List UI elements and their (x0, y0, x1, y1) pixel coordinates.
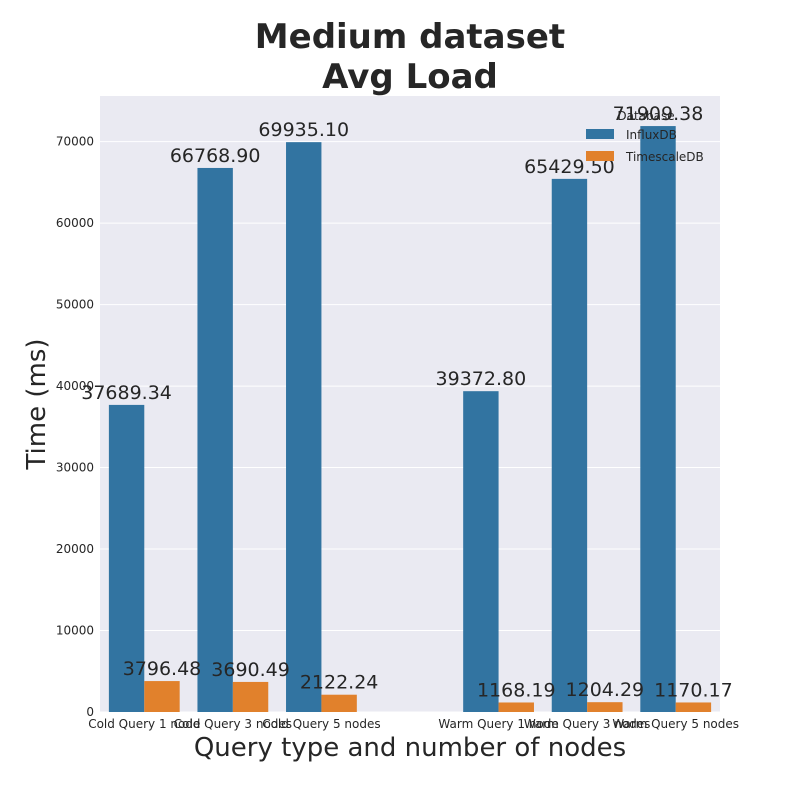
legend-swatch-timescaledb (586, 151, 614, 161)
legend-label-timescaledb: TimescaleDB (625, 150, 704, 164)
bar-value-label: 3690.49 (211, 659, 290, 681)
x-tick-label: Cold Query 5 nodes (262, 717, 380, 731)
bar-value-label: 65429.50 (524, 156, 615, 178)
legend-label-influxdb: InfluxDB (626, 128, 677, 142)
legend-title: Database (617, 109, 674, 123)
bar-value-labels: 37689.34 3796.48 66768.90 3690.49 69935.10 21… (81, 103, 732, 701)
legend-swatch-influxdb (586, 129, 614, 139)
bar-value-label: 1168.19 (477, 679, 556, 701)
y-tick-label: 50000 (56, 298, 94, 312)
y-tick-label: 30000 (56, 461, 94, 475)
bar (498, 702, 534, 712)
bar-value-label: 1204.29 (566, 679, 645, 701)
bar (675, 702, 712, 712)
bar-value-label: 39372.80 (436, 368, 527, 390)
y-tick-labels: 0 10000 20000 30000 40000 50000 60000 70000 (56, 135, 94, 719)
y-tick-label: 20000 (56, 542, 94, 556)
bar (108, 404, 145, 712)
y-tick-label: 0 (86, 705, 94, 719)
y-tick-label: 10000 (56, 624, 94, 638)
x-tick-label: Warm Query 3 nodes (524, 717, 651, 731)
x-tick-label: Cold Query 1 node (88, 717, 200, 731)
bar (463, 391, 499, 712)
x-tick-label: Cold Query 3 nodes (174, 717, 292, 731)
bar (232, 681, 269, 712)
chart-title-line-2: Avg Load (322, 57, 498, 97)
x-tick-label: Warm Query 1 node (438, 717, 558, 731)
bar-value-label: 1170.17 (654, 679, 733, 701)
bar-value-label: 2122.24 (300, 672, 379, 694)
bar (640, 126, 676, 712)
bar-value-label: 66768.90 (170, 145, 261, 167)
y-tick-label: 70000 (56, 135, 94, 149)
bar-value-label: 37689.34 (81, 382, 172, 404)
plot-area (100, 96, 720, 712)
bar (286, 142, 322, 712)
bar (551, 178, 588, 713)
chart-title-line-1: Medium dataset (255, 17, 565, 57)
bar-value-label: 71909.38 (613, 103, 704, 125)
bar (587, 702, 623, 712)
legend: Database InfluxDB TimescaleDB (586, 109, 704, 164)
x-axis-label: Query type and number of nodes (194, 733, 626, 763)
bar (144, 681, 180, 712)
x-tick-label: Warm Query 5 nodes (612, 717, 739, 731)
y-tick-label: 60000 (56, 216, 94, 230)
y-tick-label: 40000 (56, 379, 94, 393)
bar (197, 167, 233, 713)
bar (321, 694, 357, 712)
y-axis-label: Time (ms) (22, 338, 52, 470)
bars (108, 126, 712, 713)
bar-value-label: 69935.10 (258, 119, 349, 141)
bar-value-label: 3796.48 (123, 658, 202, 680)
